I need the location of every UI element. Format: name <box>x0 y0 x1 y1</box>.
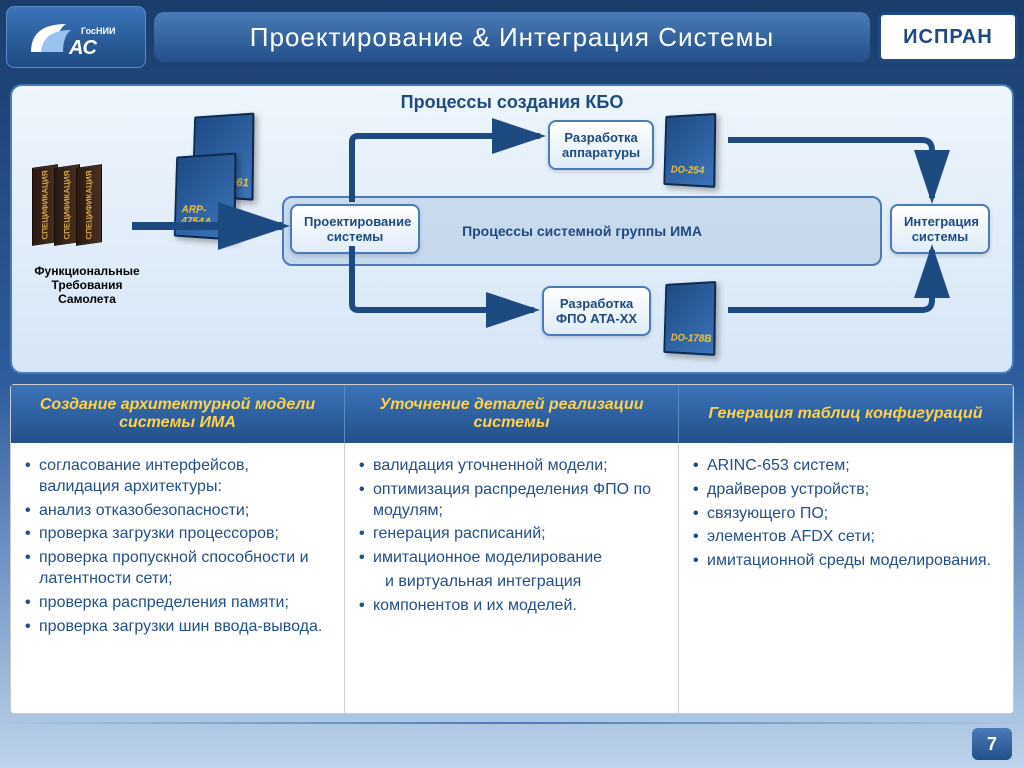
list-item: компонентов и их моделей. <box>359 596 664 617</box>
col-head-1: Создание архитектурной модели системы ИМ… <box>11 385 345 443</box>
spec-caption: Функциональные Требования Самолета <box>22 264 152 306</box>
col-head-3: Генерация таблиц конфигураций <box>679 385 1013 443</box>
rulebook-label: DO-178B <box>671 333 712 346</box>
footer-divider <box>0 722 1024 724</box>
list-item: и виртуальная интеграция <box>359 572 664 593</box>
list-item: согласование интерфейсов, валидация архи… <box>25 456 330 498</box>
list-item: проверка распределения памяти; <box>25 593 330 614</box>
rulebook-do254: DO-254 <box>663 113 716 188</box>
rulebook-label: ARP-4754A <box>181 204 234 230</box>
diagram-title: Процессы создания КБО <box>401 92 624 113</box>
col-body-2: валидация уточненной модели; оптимизация … <box>345 443 679 713</box>
spec-book-label: СПЕЦИФИКАЦИЯ <box>41 170 50 240</box>
list-item: драйверов устройств; <box>693 480 999 501</box>
tri-column-table: Создание архитектурной модели системы ИМ… <box>10 384 1014 714</box>
node-sw: Разработка ФПО АТА-ХХ <box>542 286 651 336</box>
list-item: проверка пропускной способности и латент… <box>25 548 330 590</box>
list-item: оптимизация распределения ФПО по модулям… <box>359 480 664 522</box>
node-label: ФПО АТА-ХХ <box>556 311 637 326</box>
top-bar: ГосНИИ АС Проектирование & Интеграция Си… <box>0 6 1024 68</box>
node-label: Проектирование <box>304 214 406 229</box>
node-label: системы <box>904 229 976 244</box>
list-item: анализ отказобезопасности; <box>25 501 330 522</box>
node-label: Разработка <box>556 296 637 311</box>
node-label: аппаратуры <box>562 145 640 160</box>
spec-books-stack: СПЕЦИФИКАЦИЯ СПЕЦИФИКАЦИЯ СПЕЦИФИКАЦИЯ <box>32 166 122 246</box>
col-head-2: Уточнение деталей реализации системы <box>345 385 679 443</box>
gosnii-logo-icon: ГосНИИ АС <box>21 12 131 62</box>
logo-left: ГосНИИ АС <box>6 6 146 68</box>
svg-text:АС: АС <box>68 37 97 59</box>
list-item: проверка загрузки процессоров; <box>25 524 330 545</box>
list-item: имитационной среды моделирования. <box>693 551 999 572</box>
list-item: генерация расписаний; <box>359 524 664 545</box>
node-hw: Разработка аппаратуры <box>548 120 654 170</box>
page-title: Проектирование & Интеграция Системы <box>154 12 870 62</box>
page-number: 7 <box>972 728 1012 760</box>
list-item: имитационное моделирование <box>359 548 664 569</box>
node-integration: Интеграция системы <box>890 204 990 254</box>
node-label: Разработка <box>562 130 640 145</box>
rulebook-label: DO-254 <box>671 165 705 177</box>
list-item: связующего ПО; <box>693 504 999 525</box>
rulebook-do178b: DO-178B <box>663 281 716 356</box>
node-design: Проектирование системы <box>290 204 420 254</box>
list-item: элементов AFDX сети; <box>693 527 999 548</box>
svg-text:ГосНИИ: ГосНИИ <box>81 26 115 36</box>
list-item: валидация уточненной модели; <box>359 456 664 477</box>
spec-book-label: СПЕЦИФИКАЦИЯ <box>63 170 72 240</box>
inner-region-label: Процессы системной группы ИМА <box>462 223 702 239</box>
node-label: Интеграция <box>904 214 976 229</box>
list-item: проверка загрузки шин ввода-вывода. <box>25 617 330 638</box>
process-diagram: Процессы создания КБО СПЕЦИФИКАЦИЯ СПЕЦИ… <box>10 84 1014 374</box>
rulebook-arp4754a: ARP-4754A <box>174 153 237 241</box>
list-item: ARINC-653 систем; <box>693 456 999 477</box>
col-body-3: ARINC-653 систем; драйверов устройств; свя… <box>679 443 1013 713</box>
node-label: системы <box>304 229 406 244</box>
col-body-1: согласование интерфейсов, валидация архи… <box>11 443 345 713</box>
spec-book-label: СПЕЦИФИКАЦИЯ <box>85 170 94 240</box>
logo-right: ИСПРАН <box>878 12 1018 62</box>
